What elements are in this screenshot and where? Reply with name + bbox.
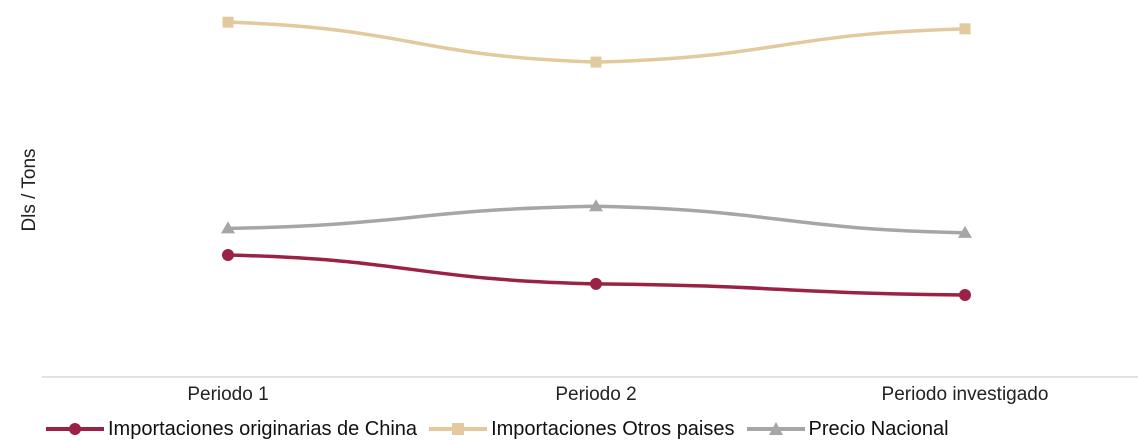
legend-swatch-icon — [46, 423, 104, 435]
data-point-series-0 — [590, 277, 602, 290]
legend-swatch-icon — [429, 423, 488, 435]
series-line-1 — [227, 20, 966, 64]
x-tick-label: Periodo investigado — [882, 384, 1049, 405]
legend-item: Precio Nacional — [745, 418, 949, 441]
data-point-series-1 — [590, 56, 602, 68]
data-point-series-1 — [222, 16, 234, 28]
data-point-series-1 — [959, 23, 971, 35]
data-point-series-2 — [589, 199, 603, 212]
legend-item: Importaciones originarias de China — [44, 418, 417, 441]
data-point-series-2 — [221, 221, 235, 234]
legend-swatch-icon — [746, 422, 805, 435]
data-point-series-0 — [222, 249, 234, 262]
x-tick-label: Periodo 1 — [187, 384, 268, 405]
legend-item: Importaciones Otros paises — [427, 417, 735, 441]
data-point-series-2 — [958, 225, 972, 238]
legend-label: Precio Nacional — [808, 417, 949, 440]
legend-label: Importaciones Otros paises — [491, 417, 735, 440]
x-tick-label: Periodo 2 — [555, 384, 636, 405]
legend: Importaciones originarias de China Import… — [44, 418, 959, 440]
legend-label: Importaciones originarias de China — [108, 417, 418, 440]
data-point-series-0 — [959, 288, 971, 301]
